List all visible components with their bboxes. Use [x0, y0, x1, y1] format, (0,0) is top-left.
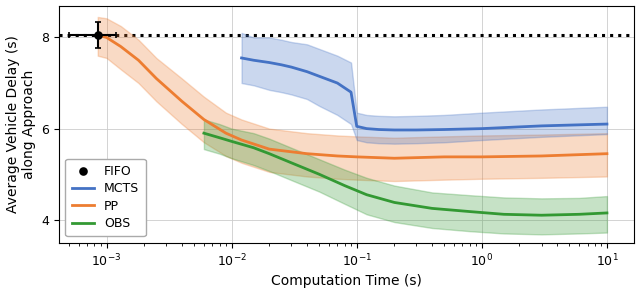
Legend: FIFO, MCTS, PP, OBS: FIFO, MCTS, PP, OBS	[65, 159, 145, 236]
X-axis label: Computation Time (s): Computation Time (s)	[271, 274, 422, 288]
Y-axis label: Average Vehicle Delay (s)
along Approach: Average Vehicle Delay (s) along Approach	[6, 35, 36, 213]
